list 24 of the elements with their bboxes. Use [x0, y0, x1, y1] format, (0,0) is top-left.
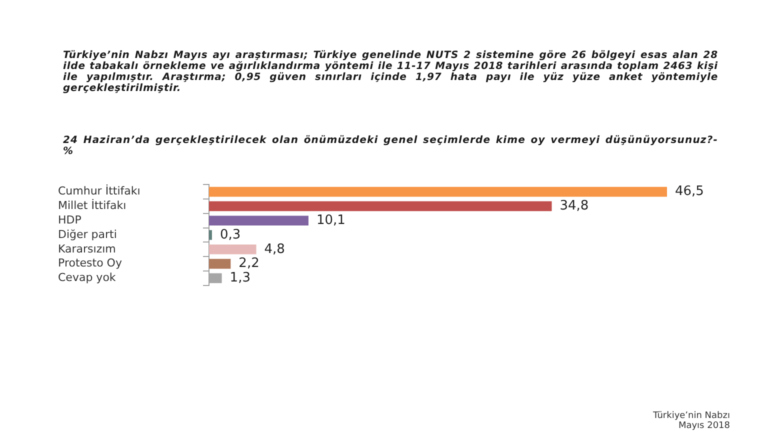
bar	[209, 216, 308, 226]
text: Türkiye’nin Nabzı Mayıs ayı araştırması; Türkiye genelinde NUTS 2 sistemine göre 26 bölgeyi esas alan 28 ilde tabakalı örnekleme ve ağırlıklandırma yöntemi ile 11-17 Mayıs 2018 tarihleri arasında toplam 2463 kişi ile yapılmıştır. Araştırma; 0,95 güven sınırları içinde 1,97 hata payı ile yüz yüze anket yöntemiyle gerçekleştirilmiştir.	[63, 50, 718, 94]
y-tick-label: Diğer parti	[58, 228, 117, 241]
y-tick-label: Protesto Oy	[58, 256, 122, 270]
bar	[209, 186, 667, 197]
data-label: 46,5	[675, 184, 704, 200]
data-label: 0,3	[220, 227, 241, 242]
data-label: 4,8	[264, 242, 285, 257]
bar	[209, 230, 212, 240]
bar	[209, 201, 552, 212]
data-label: 1,3	[230, 270, 250, 286]
bar	[209, 258, 231, 269]
text: Türkiye’nin Nabzı	[652, 411, 730, 421]
data-label: 34,8	[560, 198, 589, 214]
text: Mayıs 2018	[677, 421, 730, 431]
y-tick-label: Kararsızım	[58, 242, 116, 256]
chart-title: 24 Haziran’da gerçekleştirilecek olan önümüzdeki genel seçimlerde kime oy vermeyi düşünüyorsunuz?- %	[63, 135, 718, 157]
y-tick-label: Cumhur İttifakı	[58, 184, 140, 198]
y-tick-label: Cevap yok	[58, 271, 116, 284]
y-tick-label: Millet İttifakı	[58, 198, 126, 212]
bar	[209, 244, 256, 254]
data-label: 2,2	[238, 256, 260, 272]
data-label: 10,1	[316, 212, 346, 228]
y-tick-label: HDP	[58, 213, 82, 226]
